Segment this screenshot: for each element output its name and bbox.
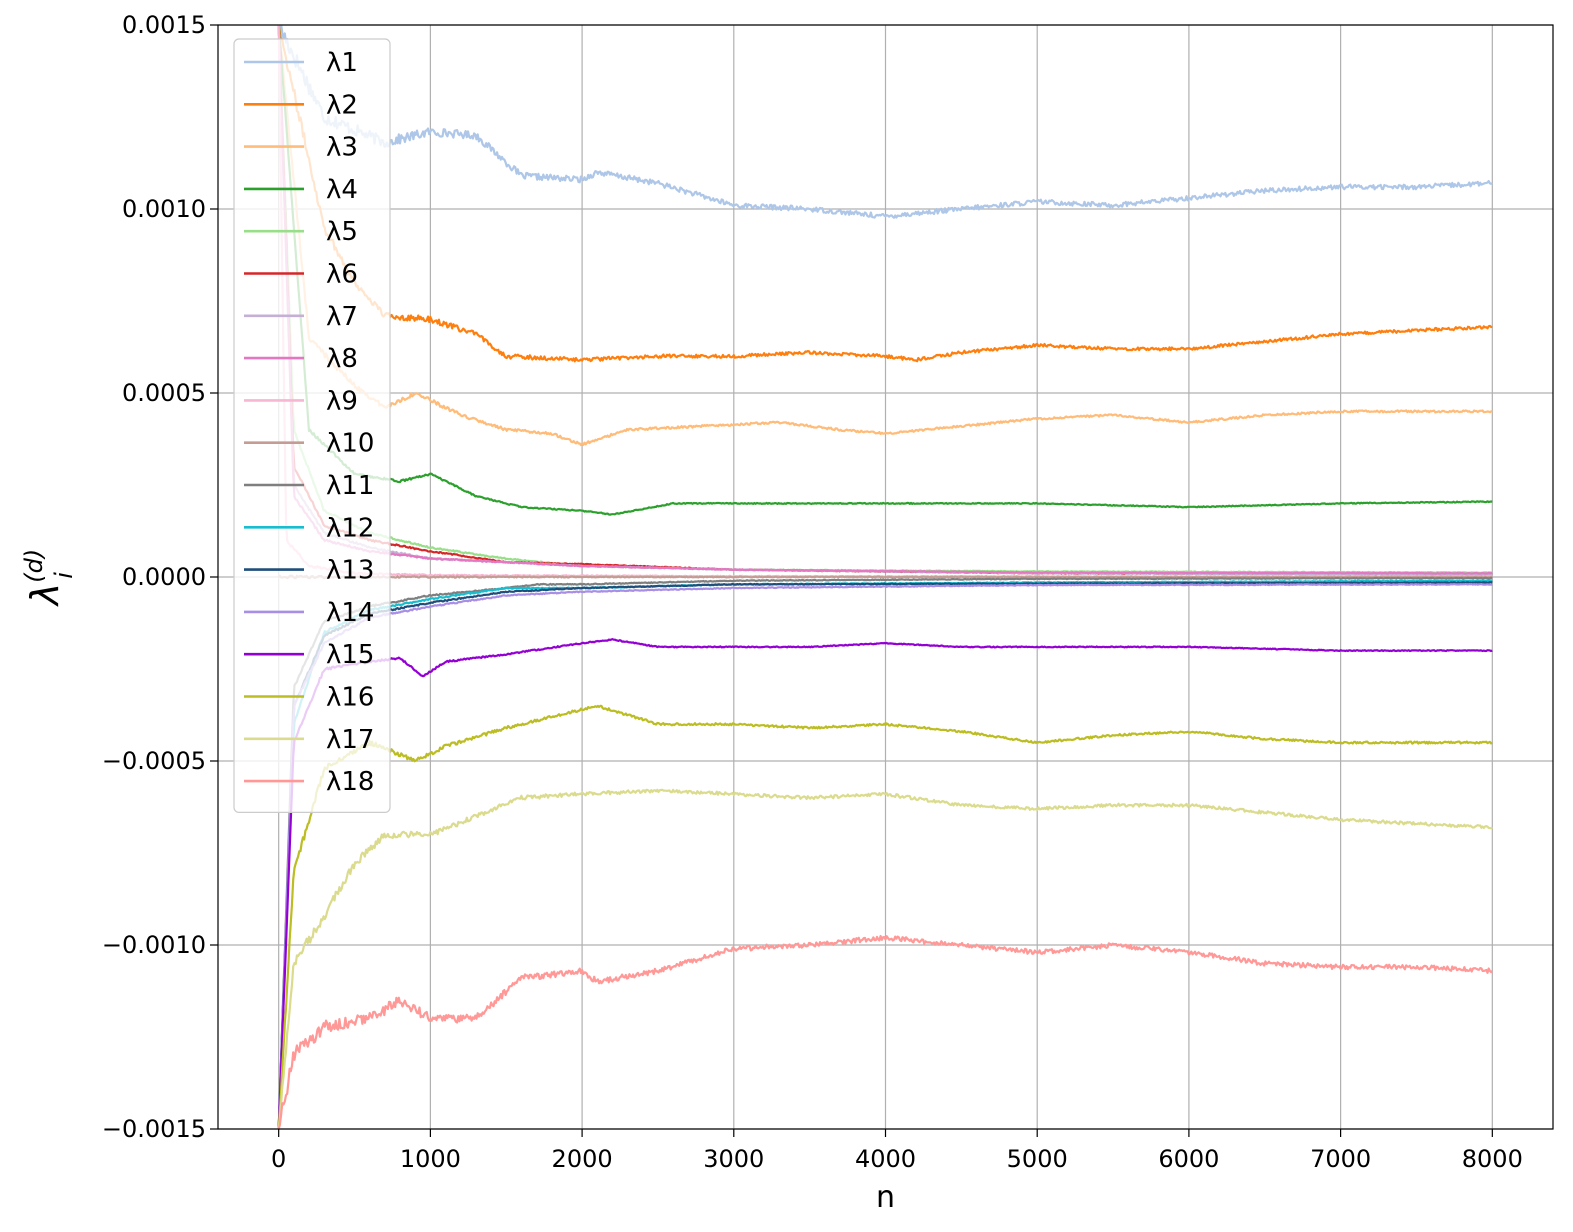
legend-label: λ9 [326, 386, 358, 416]
legend-label: λ17 [326, 725, 374, 755]
y-axis-label-base: λ [23, 583, 67, 608]
y-tick-label: 0.0010 [122, 195, 206, 223]
series-line-18 [277, 934, 1494, 1129]
series-line-10 [277, 574, 1493, 580]
series-line-2 [277, 25, 1493, 363]
legend-label: λ12 [326, 513, 374, 543]
legend-label: λ18 [326, 767, 374, 797]
y-tick-label: 0.0005 [122, 379, 206, 407]
legend-label: λ7 [326, 302, 358, 332]
y-tick-label: −0.0005 [102, 747, 206, 775]
series-line-8 [277, 25, 1493, 575]
x-axis-ticks: 0 1000 2000 3000 4000 5000 6000 7000 8000 [271, 1129, 1523, 1173]
legend-label: λ3 [326, 133, 358, 163]
series-line-17 [277, 788, 1494, 1129]
x-tick-label: 0 [271, 1145, 286, 1173]
legend-label: λ1 [326, 48, 358, 78]
x-tick-label: 1000 [400, 1145, 461, 1173]
x-tick-label: 5000 [1007, 1145, 1068, 1173]
legend-label: λ14 [326, 598, 374, 628]
legend-label: λ10 [326, 429, 374, 459]
x-tick-label: 7000 [1310, 1145, 1371, 1173]
series-line-13 [277, 581, 1493, 1129]
legend-label: λ13 [326, 556, 374, 586]
x-tick-label: 3000 [703, 1145, 764, 1173]
y-tick-label: 0.0000 [122, 563, 206, 591]
series-line-14 [277, 583, 1493, 1129]
x-tick-label: 8000 [1462, 1145, 1523, 1173]
x-tick-label: 4000 [855, 1145, 916, 1173]
legend: λ1 λ2 λ3 λ4 λ5 λ6 λ7 λ8 λ9 λ10 λ11 λ12 λ13 λ14 λ15 λ16 λ… [233, 38, 391, 814]
x-tick-label: 2000 [552, 1145, 613, 1173]
y-tick-label: −0.0010 [102, 931, 206, 959]
legend-label: λ16 [326, 683, 374, 713]
series-line-1 [277, 25, 1493, 219]
plot-area [277, 25, 1494, 1129]
legend-label: λ6 [326, 260, 358, 290]
legend-label: λ8 [326, 344, 358, 374]
y-tick-label: 0.0015 [122, 11, 206, 39]
series-line-4 [277, 25, 1493, 516]
x-axis-label: n [876, 1180, 895, 1215]
legend-label: λ15 [326, 640, 374, 670]
y-axis-label: λ(d)i [20, 549, 78, 607]
y-axis-label-superscript: (d) [20, 549, 48, 583]
series-line-15 [277, 638, 1493, 1129]
legend-label: λ5 [326, 217, 358, 247]
y-tick-label: −0.0015 [102, 1115, 206, 1143]
series-line-3 [277, 25, 1493, 446]
legend-label: λ4 [326, 175, 358, 205]
x-tick-label: 6000 [1158, 1145, 1219, 1173]
y-axis-ticks: −0.0015 −0.0010 −0.0005 0.0000 0.0005 0.0010 0… [102, 11, 218, 1143]
legend-label: λ2 [326, 90, 358, 120]
series-line-16 [277, 704, 1493, 1129]
y-axis-label-subscript: i [50, 572, 78, 579]
legend-label: λ11 [326, 471, 374, 501]
